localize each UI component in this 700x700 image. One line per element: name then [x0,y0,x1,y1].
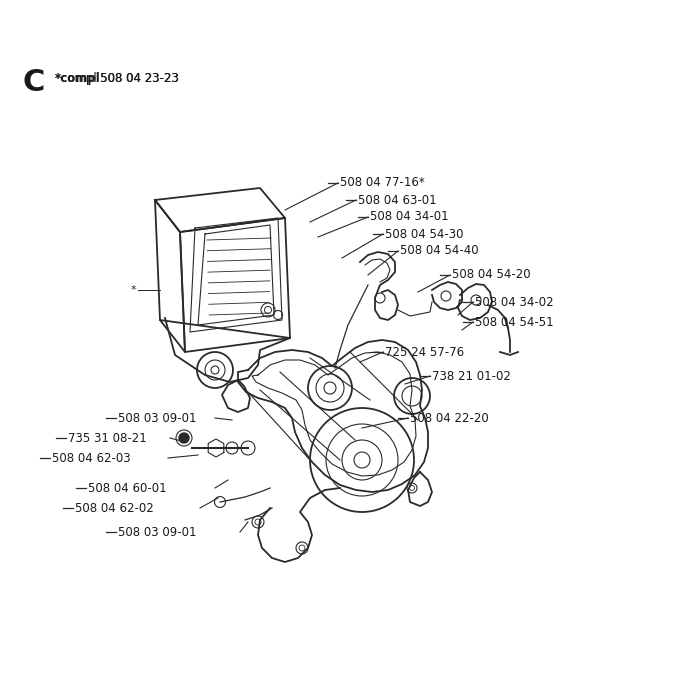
Text: 508 03 09-01: 508 03 09-01 [118,526,197,538]
Text: 508 04 34-02: 508 04 34-02 [475,295,554,309]
Text: 508 04 22-20: 508 04 22-20 [410,412,489,424]
Text: 725 24 57-76: 725 24 57-76 [385,346,464,358]
Text: *: * [130,285,136,295]
Text: 508 04 54-30: 508 04 54-30 [385,228,463,241]
Text: 508 04 77-16*: 508 04 77-16* [340,176,425,190]
Text: 508 04 62-02: 508 04 62-02 [75,501,154,514]
Text: 508 04 54-20: 508 04 54-20 [452,269,531,281]
Circle shape [179,433,189,443]
Text: 508 04 60-01: 508 04 60-01 [88,482,167,494]
Text: 738 21 01-02: 738 21 01-02 [432,370,511,382]
Text: 508 04 23-23: 508 04 23-23 [100,72,178,85]
Text: *compl 508 04 23-23: *compl 508 04 23-23 [55,72,179,85]
Text: 508 04 34-01: 508 04 34-01 [370,211,449,223]
Text: *compl: *compl [55,72,101,85]
Text: 508 04 54-40: 508 04 54-40 [400,244,479,258]
Text: 508 04 54-51: 508 04 54-51 [475,316,554,328]
Text: 508 04 62-03: 508 04 62-03 [52,452,131,465]
Text: C: C [22,68,44,97]
Text: 508 04 63-01: 508 04 63-01 [358,193,437,206]
Text: 508 03 09-01: 508 03 09-01 [118,412,197,424]
Text: 735 31 08-21: 735 31 08-21 [68,431,147,444]
